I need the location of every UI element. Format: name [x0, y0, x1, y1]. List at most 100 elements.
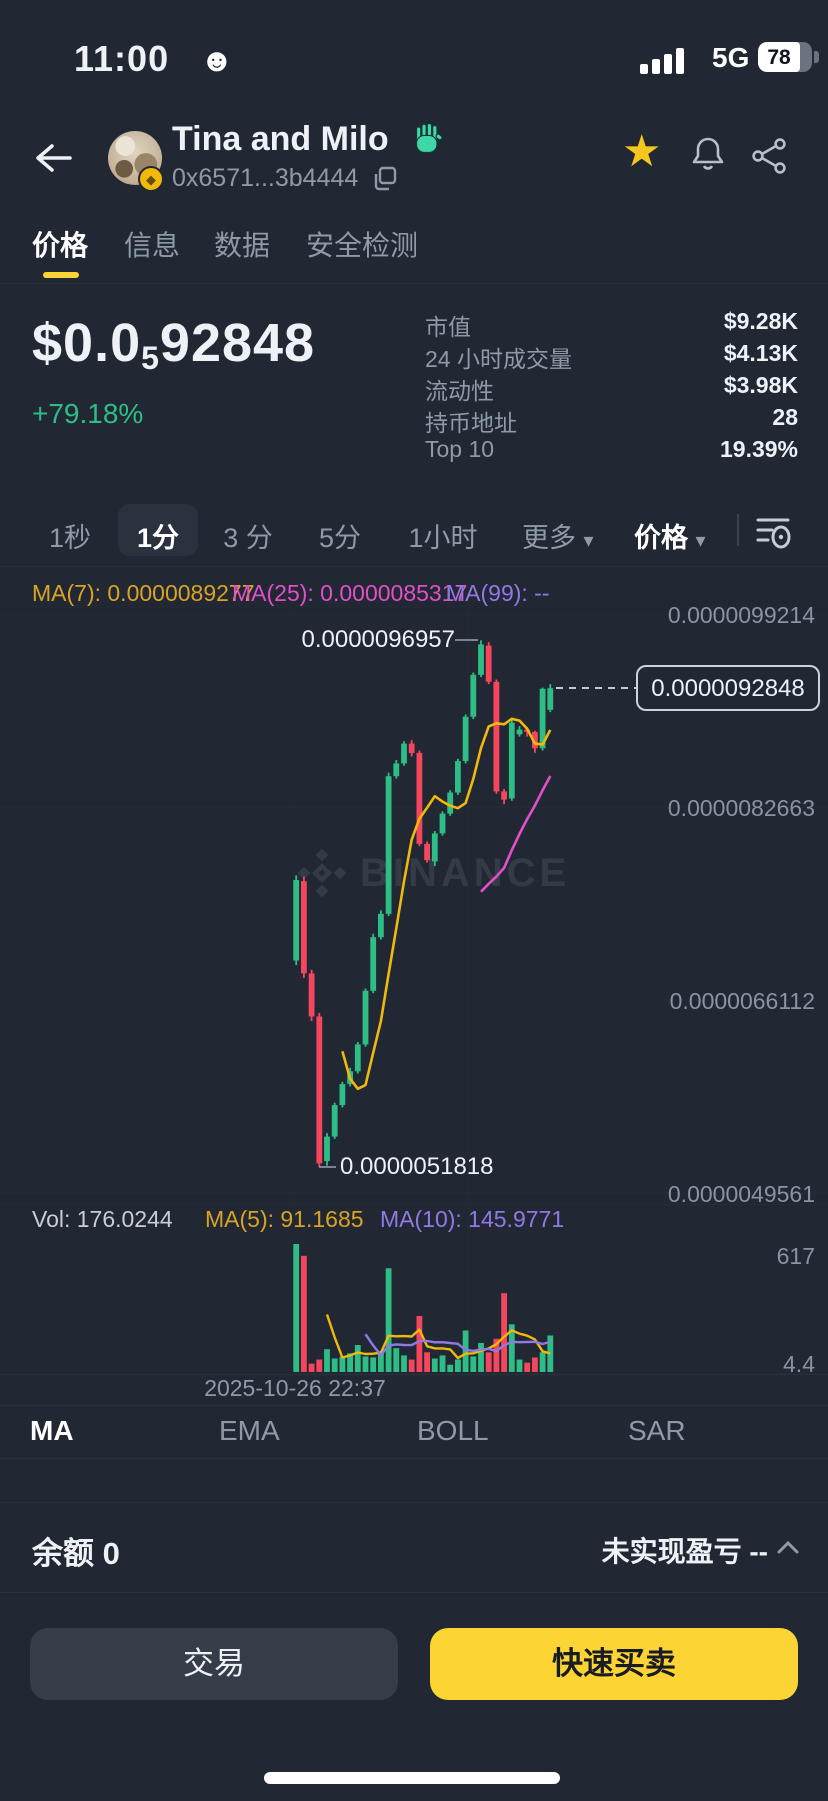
- volume-bar: [462, 1330, 469, 1372]
- last-price-box: 0.0000092848: [636, 665, 820, 711]
- price-change-percent: +79.18%: [32, 398, 144, 429]
- contract-address[interactable]: 0x6571...3b4444: [172, 164, 359, 192]
- network-type-label: 5G: [712, 42, 750, 73]
- chevron-down-icon: ▾: [583, 530, 594, 552]
- favorite-star-icon[interactable]: ★: [622, 127, 662, 176]
- volume-ma10-label: MA(10): 145.9771: [380, 1206, 565, 1232]
- vol-ma5-line: [325, 1314, 551, 1360]
- candle-body: [370, 937, 377, 991]
- candle-body: [378, 913, 384, 938]
- candle-body: [385, 776, 392, 914]
- unrealized-pnl-label: 未实现盈亏 --: [601, 1536, 768, 1567]
- balance-label: 余额 0: [32, 1536, 120, 1571]
- stat-value: $3.98K: [723, 372, 798, 398]
- tab-数据[interactable]: 数据: [213, 230, 271, 261]
- share-icon[interactable]: [750, 136, 790, 176]
- candle-body: [501, 791, 507, 800]
- volume-bar: [508, 1324, 515, 1372]
- volume-bar: [293, 1244, 300, 1372]
- volume-bar: [547, 1335, 554, 1372]
- stat-row: 市值 $9.28K: [425, 308, 798, 340]
- token-badge-icon: ◆: [138, 166, 164, 192]
- candle-body: [424, 843, 430, 861]
- toolbar-divider: [737, 514, 739, 546]
- interval-3 分[interactable]: 3 分: [223, 523, 273, 553]
- volume-bar: [347, 1353, 353, 1372]
- copy-icon[interactable]: [372, 166, 398, 192]
- more-intervals-button[interactable]: 更多 ▾: [522, 523, 594, 553]
- volume-bar: [493, 1338, 500, 1372]
- green-hand-emoji-icon: [415, 122, 443, 154]
- interval-1小时[interactable]: 1小时: [408, 523, 478, 553]
- indicator-settings-icon[interactable]: [752, 510, 794, 552]
- notification-bell-icon[interactable]: [688, 134, 728, 174]
- indicator-tab-EMA[interactable]: EMA: [219, 1415, 280, 1446]
- candle-body: [393, 763, 400, 777]
- battery-icon: 78: [758, 42, 812, 72]
- ma7-indicator-label: MA(7): 0.0000089277: [32, 580, 255, 606]
- y-axis-label: 0.0000099214: [667, 602, 815, 628]
- volume-bar: [362, 1356, 369, 1372]
- stat-label: 24 小时成交量: [425, 346, 572, 372]
- y-axis-label: 0.0000049561: [667, 1181, 815, 1207]
- tab-安全检测[interactable]: 安全检测: [305, 230, 419, 261]
- indicator-tab-SAR[interactable]: SAR: [628, 1415, 686, 1446]
- candle-body: [308, 973, 315, 1017]
- candle-body: [316, 1016, 323, 1164]
- stat-row: 流动性 $3.98K: [425, 372, 798, 404]
- trade-button[interactable]: 交易: [30, 1628, 398, 1700]
- watermark-text: BINANCE: [360, 850, 571, 895]
- volume-bar: [539, 1352, 546, 1372]
- quick-buy-sell-button[interactable]: 快速买卖: [430, 1628, 798, 1700]
- volume-bar: [393, 1348, 400, 1372]
- stat-label: Top 10: [425, 436, 495, 462]
- y-axis-label: 0.0000066112: [669, 988, 815, 1014]
- volume-label: Vol: 176.0244: [32, 1206, 173, 1232]
- active-interval-chip: [118, 504, 198, 556]
- ma7-line: [341, 717, 552, 1091]
- indicator-tab-MA[interactable]: MA: [30, 1415, 74, 1446]
- battery-percent: 78: [767, 46, 791, 69]
- indicator-tab-BOLL[interactable]: BOLL: [417, 1415, 489, 1446]
- volume-bar: [301, 1255, 307, 1372]
- volume-axis-max: 617: [776, 1243, 815, 1269]
- volume-bar: [470, 1356, 477, 1372]
- candle-body: [301, 881, 307, 974]
- volume-bar: [455, 1359, 461, 1372]
- home-indicator[interactable]: [264, 1772, 560, 1784]
- candle-body: [516, 729, 523, 735]
- chevron-down-icon: ▾: [695, 530, 706, 552]
- stat-row: 持币地址 28: [425, 404, 798, 436]
- volume-bar: [408, 1359, 415, 1372]
- volume-bar: [370, 1357, 377, 1372]
- candle-body: [324, 1136, 330, 1162]
- chevron-up-icon[interactable]: [776, 1538, 800, 1556]
- tab-价格[interactable]: 价格: [31, 230, 89, 261]
- stat-row: 24 小时成交量 $4.13K: [425, 340, 798, 372]
- volume-bar: [401, 1355, 407, 1372]
- volume-ma5-label: MA(5): 91.1685: [205, 1206, 364, 1232]
- back-arrow-icon[interactable]: [30, 138, 76, 178]
- tab-信息[interactable]: 信息: [123, 230, 181, 261]
- volume-bar: [308, 1363, 315, 1372]
- signal-strength-icon: [640, 48, 698, 74]
- candle-body: [339, 1084, 346, 1106]
- interval-1秒[interactable]: 1秒: [48, 523, 92, 553]
- volume-bar: [324, 1349, 330, 1372]
- y-axis-label: 0.0000082663: [667, 795, 815, 821]
- stat-label: 市值: [425, 314, 471, 340]
- volume-bar: [478, 1342, 484, 1372]
- volume-bar: [416, 1315, 423, 1372]
- token-price: $0.0592848: [32, 313, 316, 376]
- interval-5分[interactable]: 5分: [318, 523, 362, 553]
- candle-body: [547, 688, 554, 710]
- candle-body: [408, 743, 415, 753]
- volume-bar: [431, 1358, 438, 1372]
- chart-mode-dropdown[interactable]: 价格 ▾: [634, 523, 706, 553]
- candle-body: [470, 674, 477, 717]
- volume-bar: [516, 1359, 523, 1372]
- chart-low-label: 0.0000051818: [340, 1153, 494, 1180]
- interval-1分[interactable]: 1分: [136, 523, 180, 553]
- stat-label: 持币地址: [425, 410, 517, 436]
